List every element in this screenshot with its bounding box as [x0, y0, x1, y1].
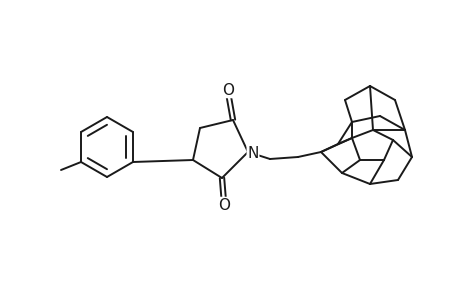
Text: N: N	[247, 146, 258, 160]
Text: O: O	[222, 82, 234, 98]
Text: O: O	[218, 197, 230, 212]
